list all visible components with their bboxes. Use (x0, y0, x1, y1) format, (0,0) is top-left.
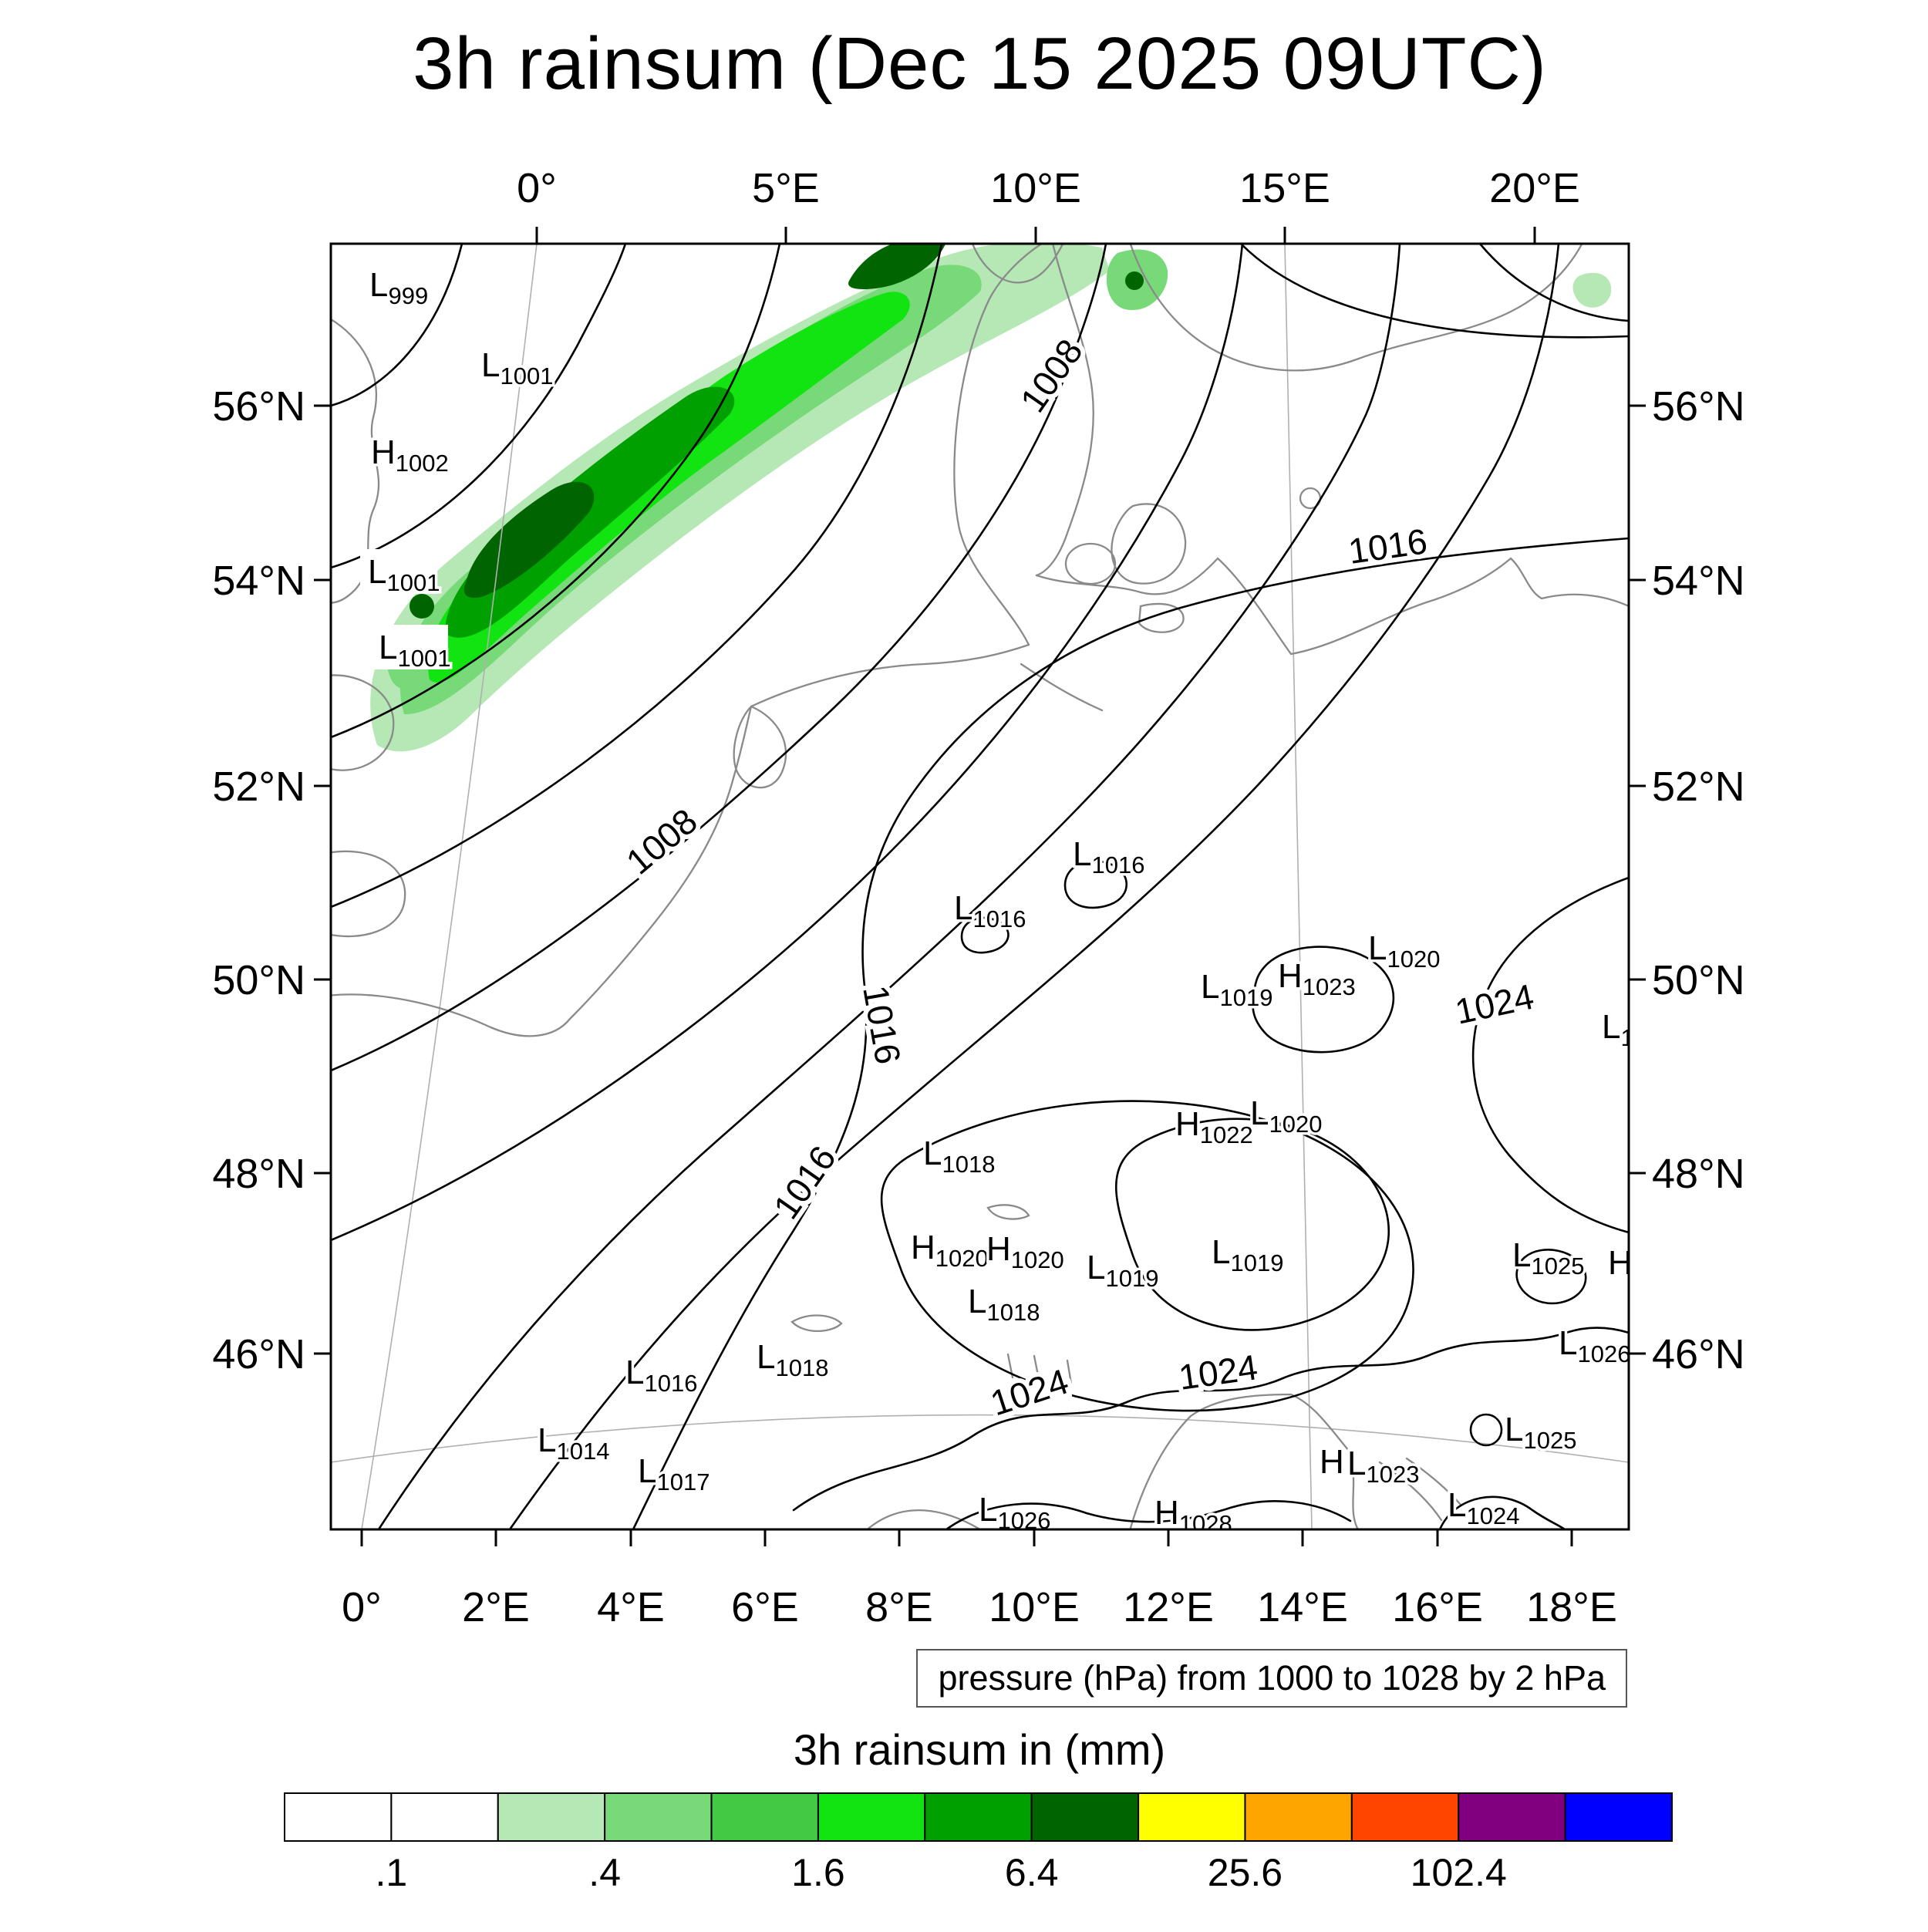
pressure-label: L1018 (923, 1135, 995, 1178)
pressure-label: H1002 (371, 433, 449, 477)
pressure-label: L1019 (1212, 1233, 1283, 1276)
colorbar-cell (390, 1792, 499, 1842)
pressure-label: L1001 (368, 553, 440, 596)
axis-label-bottom: 8°E (865, 1584, 933, 1630)
axis-label-left: 52°N (212, 764, 305, 810)
pressure-label: L1019 (1087, 1249, 1158, 1292)
pressure-label: L1001 (379, 629, 450, 672)
colorbar-tick-label: .1 (376, 1851, 408, 1894)
pressure-label: H1022 (1175, 1105, 1253, 1148)
pressure-label: L1026 (1559, 1324, 1630, 1367)
colorbar-cell (817, 1792, 926, 1842)
pressure-label: H1020 (911, 1229, 989, 1272)
pressure-label: L1023 (1347, 1445, 1419, 1488)
pressure-label: L1001 (481, 346, 553, 389)
axis-label-bottom: 2°E (462, 1584, 530, 1630)
colorbar-cell (1564, 1792, 1673, 1842)
colorbar-cell (1350, 1792, 1460, 1842)
axis-label-right: 46°N (1652, 1331, 1745, 1377)
page-title: 3h rainsum (Dec 15 2025 09UTC) (413, 22, 1547, 105)
colorbar: .1 .4 1.6 6.4 25.6 102.4 (284, 1792, 1673, 1894)
colorbar-cell (710, 1792, 819, 1842)
axis-label-top: 0° (517, 165, 557, 211)
pressure-label: H1020 (986, 1230, 1064, 1273)
pressure-label: H1024 (1608, 1244, 1686, 1287)
colorbar-cell (1244, 1792, 1353, 1842)
colorbar-tick-label: 1.6 (791, 1851, 845, 1894)
axis-label-bottom: 16°E (1392, 1584, 1483, 1630)
colorbar-tick-label: 6.4 (1005, 1851, 1059, 1894)
colorbar-tick-label: .4 (588, 1851, 621, 1894)
colorbar-cell (924, 1792, 1033, 1842)
axis-label-left: 50°N (212, 957, 305, 1003)
pressure-caption: pressure (hPa) from 1000 to 1028 by 2 hP… (916, 1649, 1627, 1708)
axis-label-right: 50°N (1652, 957, 1745, 1003)
pressure-label: L1024 (1448, 1486, 1519, 1529)
axis-label-left: 46°N (212, 1331, 305, 1377)
colorbar-title: 3h rainsum in (mm) (793, 1725, 1166, 1774)
pressure-label: L1016 (954, 889, 1026, 932)
pressure-label: L1016 (1073, 835, 1144, 878)
pressure-label: H1028 (1154, 1494, 1232, 1537)
axis-label-right: 48°N (1652, 1151, 1745, 1197)
pressure-label: H1023 (1278, 957, 1356, 1000)
axis-label-top: 10°E (990, 165, 1081, 211)
pressure-center-labels: L999 L1001 H1002 L1001 L1001 L1016 L1016 L1020 L… (360, 264, 1686, 1537)
pressure-label: L1020 (1250, 1094, 1322, 1138)
pressure-contours (331, 244, 1629, 1529)
axis-label-top: 5°E (752, 165, 820, 211)
axis-label-bottom: 4°E (597, 1584, 665, 1630)
colorbar-cell (497, 1792, 606, 1842)
pressure-label: L1025 (1505, 1411, 1576, 1454)
pressure-label: L1026 (979, 1491, 1050, 1534)
axis-ticks (314, 227, 1646, 1546)
pressure-label: L1020 (1368, 929, 1440, 973)
axis-label-right: 54°N (1652, 558, 1745, 604)
coastlines (331, 244, 1629, 1529)
map-border (329, 242, 1630, 1531)
pressure-label: L1019 (1201, 968, 1272, 1011)
axis-label-right: 52°N (1652, 764, 1745, 810)
label-box (360, 549, 437, 594)
colorbar-cell (1030, 1792, 1140, 1842)
pressure-label: L1017 (638, 1452, 710, 1495)
axis-label-bottom: 14°E (1257, 1584, 1348, 1630)
pressure-label: L999 (369, 266, 428, 309)
axis-label-bottom: 10°E (989, 1584, 1080, 1630)
axis-label-top: 15°E (1239, 165, 1330, 211)
colorbar-tick-label: 102.4 (1411, 1851, 1507, 1894)
pressure-label: L1025 (1602, 1008, 1674, 1051)
axis-label-left: 48°N (212, 1151, 305, 1197)
colorbar-cell (1458, 1792, 1566, 1842)
pressure-label: L1018 (757, 1338, 828, 1381)
axis-label-bottom: 0° (342, 1584, 382, 1630)
colorbar-cell (1138, 1792, 1246, 1842)
colorbar-cell (604, 1792, 713, 1842)
colorbar-tick-label: 25.6 (1208, 1851, 1283, 1894)
label-box (371, 625, 448, 669)
axis-labels: 0° 5°E 10°E 15°E 20°E 0° 2°E 4°E 6°E 8°E 10°E 12°E 1… (212, 165, 1744, 1630)
axis-label-left: 56°N (212, 383, 305, 430)
axis-label-top: 20°E (1489, 165, 1580, 211)
pressure-label: L1025 (1512, 1236, 1584, 1280)
pressure-label: L1018 (968, 1283, 1040, 1326)
map-background (331, 244, 1629, 1529)
pressure-label: L1014 (538, 1421, 609, 1465)
axis-label-left: 54°N (212, 558, 305, 604)
colorbar-cell (284, 1792, 393, 1842)
axis-label-right: 56°N (1652, 383, 1745, 430)
pressure-label: H (1320, 1443, 1344, 1481)
axis-label-bottom: 6°E (731, 1584, 799, 1630)
graticule-lines (331, 244, 1629, 1529)
pressure-label: L1016 (625, 1354, 697, 1397)
axis-label-bottom: 18°E (1526, 1584, 1617, 1630)
axis-label-bottom: 12°E (1123, 1584, 1214, 1630)
